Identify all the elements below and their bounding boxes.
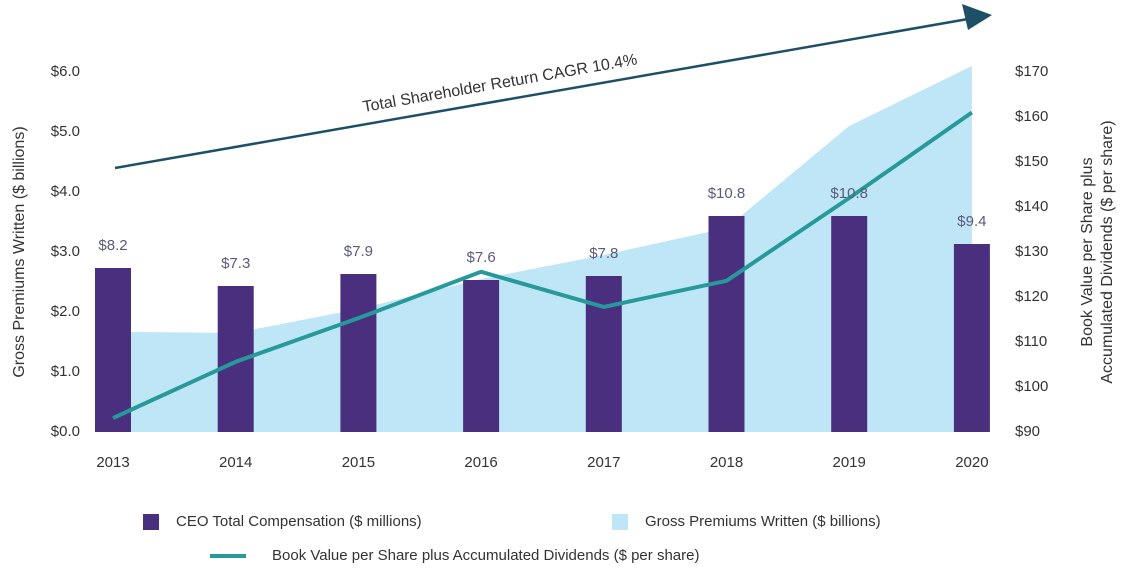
y2-tick-label: $110: [1015, 333, 1047, 350]
legend-swatch: [612, 514, 628, 530]
value-label: $7.9: [344, 243, 373, 260]
arrow-line: [114, 17, 969, 170]
y2-tick-label: $100: [1015, 378, 1048, 395]
bar: [953, 244, 990, 432]
bar: [340, 274, 377, 432]
y2-tick-label: $140: [1015, 198, 1048, 215]
y2-tick-label: $90: [1015, 423, 1040, 440]
x-tick-label: 2019: [833, 454, 866, 471]
value-label: $7.8: [589, 245, 618, 262]
y-tick-label: $0.0: [51, 423, 80, 440]
legend-label: CEO Total Compensation ($ millions): [176, 513, 422, 530]
bar: [95, 268, 131, 432]
legend-label: Gross Premiums Written ($ billions): [645, 513, 881, 530]
y-tick-label: $5.0: [51, 123, 80, 140]
y-tick-label: $2.0: [51, 303, 80, 320]
y2-axis-title: Accumulated Dividends ($ per share): [1099, 120, 1116, 383]
arrow-head: [962, 4, 992, 30]
y-tick-label: $1.0: [51, 363, 80, 380]
y2-tick-label: $130: [1015, 243, 1048, 260]
bar: [708, 216, 745, 432]
y-tick-label: $6.0: [51, 63, 80, 80]
value-label: $9.4: [957, 213, 986, 230]
area: [113, 66, 972, 432]
bar: [463, 280, 500, 432]
value-label: $7.3: [221, 255, 250, 272]
x-tick-label: 2017: [587, 454, 620, 471]
area-layer: [113, 66, 972, 432]
y2-tick-label: $160: [1015, 108, 1048, 125]
x-tick-label: 2014: [219, 454, 252, 471]
x-tick-label: 2018: [710, 454, 743, 471]
x-tick-label: 2016: [464, 454, 497, 471]
line-layer: [112, 110, 974, 420]
bar: [585, 276, 622, 432]
x-tick-label: 2020: [955, 454, 988, 471]
text-layer: $0.0 $1.0 $2.0 $3.0 $4.0 $5.0 $6.0 $90 $100 $110 $…: [51, 63, 1049, 564]
line: [112, 110, 974, 420]
bar: [831, 216, 868, 432]
y2-tick-label: $170: [1015, 63, 1048, 80]
y-axis-title: Gross Premiums Written ($ billions): [11, 126, 28, 377]
x-tick-label: 2013: [96, 454, 129, 471]
y2-tick-label: $150: [1015, 153, 1048, 170]
y2-axis-title: Book Value per Share plus: [1079, 157, 1096, 346]
y-tick-label: $3.0: [51, 243, 80, 260]
legend-label: Book Value per Share plus Accumulated Di…: [272, 547, 699, 564]
value-label: $8.2: [98, 237, 127, 254]
legend-swatch: [143, 514, 159, 530]
value-label: $10.8: [830, 185, 868, 202]
value-label: $10.8: [708, 185, 746, 202]
y2-tick-label: $120: [1015, 288, 1048, 305]
bar-layer: [95, 216, 990, 432]
value-label: $7.6: [466, 249, 495, 266]
x-tick-label: 2015: [342, 454, 375, 471]
y-tick-label: $4.0: [51, 183, 80, 200]
